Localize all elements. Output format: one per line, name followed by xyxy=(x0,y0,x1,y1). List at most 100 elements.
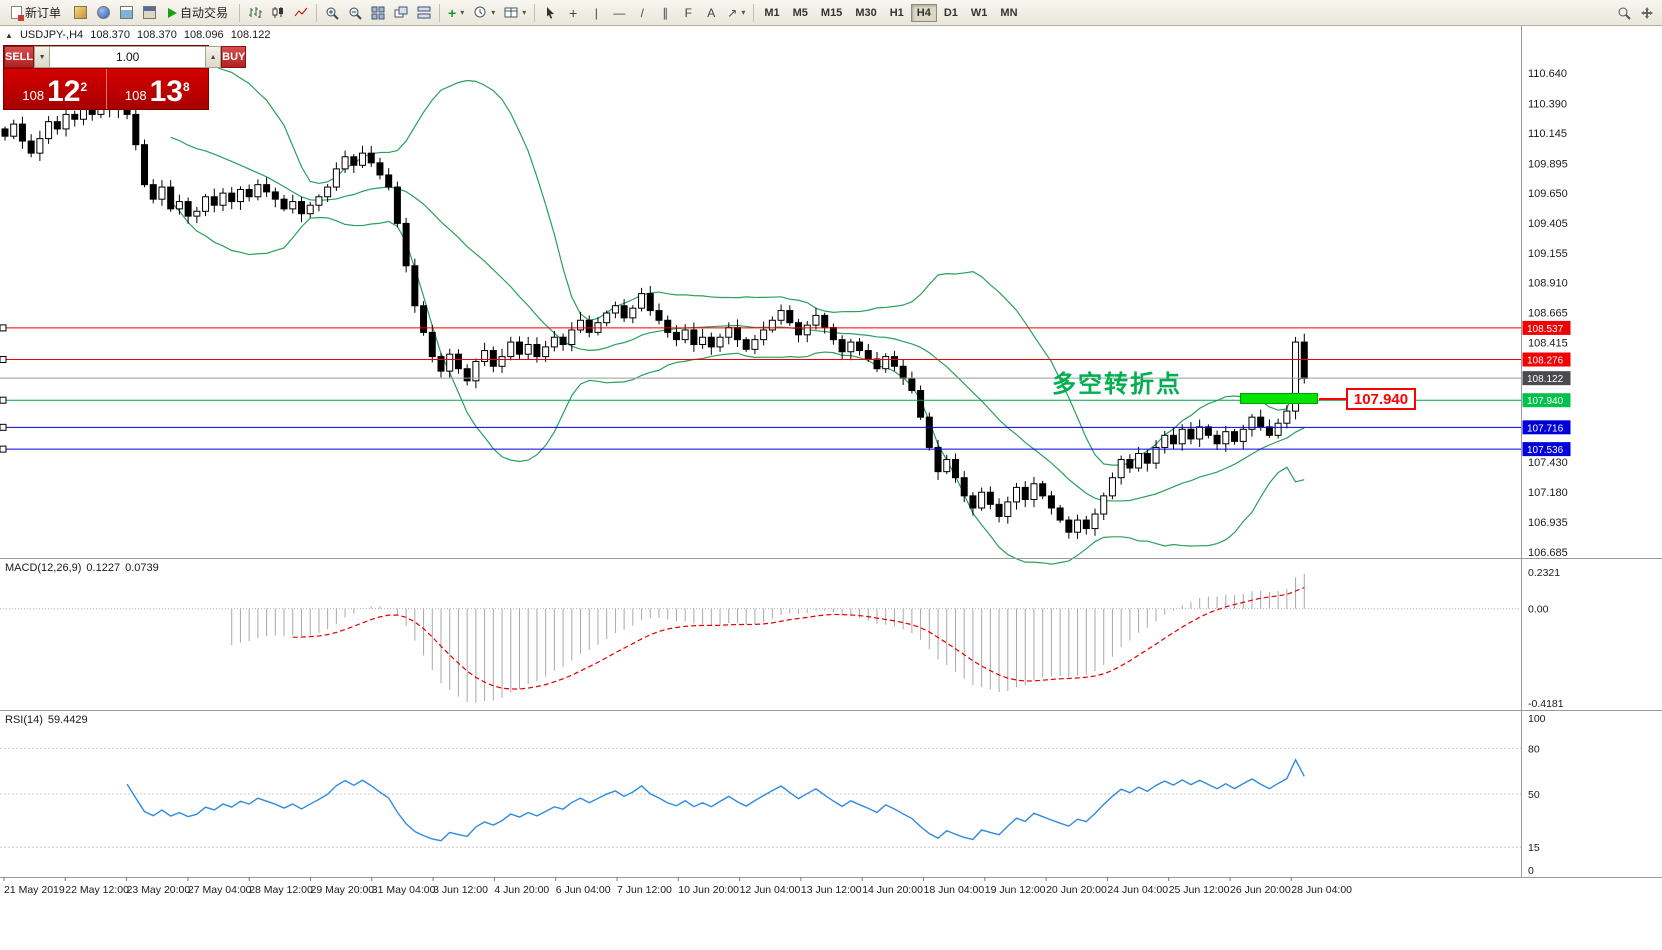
svg-text:108.537: 108.537 xyxy=(1527,324,1564,335)
arrange-windows-icon xyxy=(417,6,431,19)
timeframe-H4[interactable]: H4 xyxy=(910,3,937,22)
svg-text:22 May 12:00: 22 May 12:00 xyxy=(65,884,129,896)
svg-text:23 May 20:00: 23 May 20:00 xyxy=(127,884,191,896)
toolbar-separator xyxy=(753,3,755,22)
indicators-plus-icon: + xyxy=(448,4,457,21)
chart-annotation-text[interactable]: 多空转折点 xyxy=(1052,371,1182,398)
templates-button[interactable]: ▾ xyxy=(500,3,530,23)
price-tag-107.536 xyxy=(1522,442,1571,457)
trendline-tool-button[interactable]: / xyxy=(631,3,653,23)
arrows-tool-button[interactable]: ↗ ▾ xyxy=(723,3,749,23)
price-callout[interactable]: 107.940 xyxy=(1346,388,1416,410)
text-tool-icon: A xyxy=(707,5,716,20)
market-watch-button[interactable] xyxy=(69,3,91,23)
svg-text:108.276: 108.276 xyxy=(1527,356,1564,367)
sell-price[interactable]: 108 12 2 xyxy=(4,69,107,109)
svg-text:106.935: 106.935 xyxy=(1528,517,1568,529)
indicators-button[interactable]: + ▾ xyxy=(444,3,468,23)
ohlc-low: 108.096 xyxy=(183,29,224,41)
crosshair-tool-button[interactable]: + xyxy=(562,3,584,23)
search-icon xyxy=(1618,7,1631,20)
timeframe-H1[interactable]: H1 xyxy=(889,6,904,19)
profiles-button[interactable] xyxy=(92,3,114,23)
timeframe-M15[interactable]: M15 xyxy=(820,6,843,19)
svg-text:15: 15 xyxy=(1528,842,1540,854)
collapse-icon[interactable]: ▲ xyxy=(5,31,13,40)
vertical-line-tool-button[interactable]: | xyxy=(585,3,607,23)
periods-button[interactable]: ▾ xyxy=(469,3,499,23)
buy-button[interactable]: BUY xyxy=(221,46,247,68)
timeframe-D1[interactable]: D1 xyxy=(943,6,958,19)
autotrading-button[interactable]: 自动交易 xyxy=(161,3,235,23)
hline-marker xyxy=(0,396,7,404)
timeframe-W1[interactable]: W1 xyxy=(970,6,988,19)
bar-chart-icon xyxy=(249,7,263,18)
svg-text:18 Jun 04:00: 18 Jun 04:00 xyxy=(924,884,985,896)
fibonacci-tool-button[interactable]: F xyxy=(677,3,699,23)
grab-tool-button[interactable] xyxy=(1636,3,1658,23)
price-axis[interactable]: 110.640 110.390 110.145 109.895 109.650 109.4… xyxy=(1528,68,1568,559)
macd-pane xyxy=(0,574,1521,703)
horizontal-line-tool-button[interactable]: — xyxy=(608,3,630,23)
cascade-windows-button[interactable] xyxy=(390,3,412,23)
terminal-button[interactable] xyxy=(138,3,160,23)
arrange-windows-button[interactable] xyxy=(413,3,435,23)
tile-windows-button[interactable] xyxy=(367,3,389,23)
timeframe-MN[interactable]: MN xyxy=(1000,6,1018,19)
svg-text:107.716: 107.716 xyxy=(1527,423,1564,434)
new-order-button[interactable]: 新订单 xyxy=(4,3,68,23)
clock-icon xyxy=(474,6,486,18)
data-window-button[interactable] xyxy=(115,3,137,23)
toolbar-separator xyxy=(534,3,536,22)
new-order-icon xyxy=(11,6,24,21)
volume-increase-button[interactable]: ▲ xyxy=(205,46,222,68)
ohlc-open: 108.370 xyxy=(90,29,130,41)
svg-text:21 May 2019: 21 May 2019 xyxy=(4,884,65,896)
support-zone-highlight[interactable] xyxy=(1240,393,1318,404)
svg-text:26 Jun 20:00: 26 Jun 20:00 xyxy=(1230,884,1291,896)
timeframe-M30[interactable]: M30 xyxy=(855,6,877,19)
candlestick-chart-button[interactable] xyxy=(267,3,289,23)
price-tag-107.940 xyxy=(1522,393,1571,408)
zoom-out-button[interactable] xyxy=(344,3,366,23)
svg-text:25 Jun 12:00: 25 Jun 12:00 xyxy=(1169,884,1230,896)
hline-marker xyxy=(0,324,7,332)
svg-text:13 Jun 12:00: 13 Jun 12:00 xyxy=(801,884,862,896)
timeframe-M1[interactable]: M1 xyxy=(764,6,780,19)
svg-text:107.180: 107.180 xyxy=(1528,487,1568,499)
price-tag-108.276 xyxy=(1522,352,1571,367)
svg-text:12 Jun 04:00: 12 Jun 04:00 xyxy=(740,884,801,896)
symbol-name: USDJPY-,H4 xyxy=(19,29,84,41)
svg-text:80: 80 xyxy=(1528,743,1540,755)
channel-tool-button[interactable]: ∥ xyxy=(654,3,676,23)
timeframe-M5[interactable]: M5 xyxy=(792,6,808,19)
cursor-tool-button[interactable] xyxy=(539,3,561,23)
svg-text:108.415: 108.415 xyxy=(1528,338,1568,350)
timeframe-group: M1 M5 M15 M30 H1 H4 D1 W1 MN xyxy=(758,3,1023,22)
svg-text:107.940: 107.940 xyxy=(1527,396,1564,407)
templates-icon xyxy=(504,7,518,18)
svg-text:108.122: 108.122 xyxy=(1527,374,1564,385)
line-chart-button[interactable] xyxy=(290,3,312,23)
bar-chart-button[interactable] xyxy=(244,3,266,23)
svg-text:106.685: 106.685 xyxy=(1528,547,1568,559)
search-button[interactable] xyxy=(1613,3,1635,23)
svg-text:6 Jun 04:00: 6 Jun 04:00 xyxy=(556,884,611,896)
rsi-line xyxy=(126,758,1305,842)
text-tool-button[interactable]: A xyxy=(700,3,722,23)
price-tag-108.537 xyxy=(1522,320,1571,335)
macd-label: MACD(12,26,9) 0.1227 0.0739 xyxy=(5,562,159,574)
sell-button[interactable]: SELL xyxy=(4,46,35,68)
svg-text:28 May 12:00: 28 May 12:00 xyxy=(249,884,313,896)
volume-input[interactable] xyxy=(50,46,206,68)
channel-icon: ∥ xyxy=(662,5,669,20)
svg-text:0.2321: 0.2321 xyxy=(1528,567,1560,579)
buy-price[interactable]: 108 13 8 xyxy=(106,69,208,109)
hline-marker xyxy=(0,356,7,364)
svg-text:7 Jun 12:00: 7 Jun 12:00 xyxy=(617,884,672,896)
zoom-in-button[interactable] xyxy=(321,3,343,23)
volume-decrease-button[interactable]: ▼ xyxy=(34,46,51,68)
svg-text:110.640: 110.640 xyxy=(1528,68,1567,80)
